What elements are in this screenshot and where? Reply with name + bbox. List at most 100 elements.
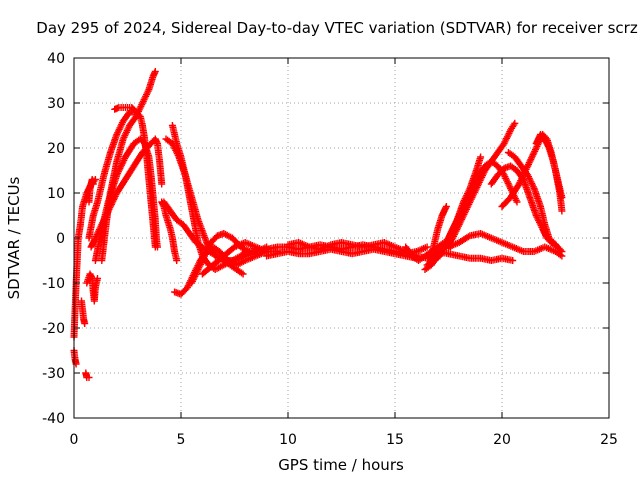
x-tick-label: 15 — [386, 432, 404, 448]
data-point-plus — [88, 176, 97, 186]
data-point-plus — [233, 266, 245, 277]
data-point-plus — [511, 153, 524, 168]
data-point-plus — [237, 243, 252, 255]
data-point-plus — [494, 166, 507, 179]
data-point-plus — [415, 253, 427, 264]
data-point-plus — [460, 186, 473, 206]
data-point-plus — [220, 244, 237, 260]
data-point-plus — [147, 137, 158, 147]
y-tick-label: -10 — [42, 276, 65, 292]
data-point-plus — [186, 230, 199, 245]
data-point-plus — [175, 153, 189, 177]
data-point-plus — [179, 221, 192, 236]
data-point-plus — [194, 216, 210, 245]
data-point-plus — [547, 239, 558, 248]
data-point-plus — [543, 234, 554, 245]
y-tick-label: 10 — [47, 186, 65, 202]
data-point-plus — [85, 213, 97, 242]
data-point-plus — [500, 171, 514, 191]
data-point-plus — [494, 141, 507, 156]
data-point-plus — [513, 198, 521, 206]
data-point-plus — [154, 243, 161, 251]
data-point-plus — [207, 233, 220, 246]
data-point-plus — [462, 195, 475, 215]
data-point-plus — [455, 209, 469, 228]
data-point-plus — [442, 203, 450, 210]
data-point-plus — [94, 275, 101, 282]
data-point-plus — [119, 110, 133, 125]
x-axis-label: GPS time / hours — [278, 456, 404, 474]
data-point-plus — [124, 104, 134, 111]
data-point-plus — [151, 68, 159, 75]
data-point-plus — [149, 69, 159, 80]
data-point-plus — [156, 158, 166, 186]
data-point-plus — [558, 248, 566, 255]
data-point-plus — [104, 173, 120, 206]
data-point-plus — [241, 253, 258, 264]
data-point-plus — [507, 121, 518, 134]
data-point-plus — [151, 216, 160, 240]
data-point-plus — [425, 245, 437, 269]
data-point-plus — [121, 164, 137, 183]
data-point-plus — [209, 253, 226, 269]
data-point-plus — [94, 173, 107, 206]
data-point-plus — [177, 285, 190, 298]
axis-ticks — [73, 57, 610, 419]
chart-title: Day 295 of 2024, Sidereal Day-to-day VTE… — [36, 19, 638, 37]
data-point-plus — [194, 254, 208, 273]
data-point-plus — [74, 222, 84, 242]
data-point-plus — [552, 241, 559, 249]
data-point-plus — [121, 141, 137, 161]
data-point-plus — [554, 176, 565, 200]
data-point-plus — [173, 216, 185, 227]
data-point-plus — [188, 194, 202, 222]
data-point-plus — [130, 106, 138, 114]
data-point-plus — [100, 150, 114, 179]
data-point-plus — [500, 128, 514, 147]
data-point-plus — [81, 320, 89, 327]
data-point-plus — [111, 104, 121, 113]
data-point-plus — [128, 104, 137, 113]
data-point-plus — [532, 212, 546, 231]
data-point-plus — [160, 198, 173, 213]
y-tick-labels: -40 -30 -20 -10 0 10 20 30 40 — [42, 51, 65, 427]
data-point-plus — [233, 257, 247, 269]
data-point-plus — [239, 270, 247, 278]
data-point-plus — [524, 146, 539, 170]
data-point-plus — [507, 182, 522, 201]
data-point-plus — [220, 230, 235, 241]
x-tick-label: 0 — [70, 432, 79, 448]
data-point-plus — [558, 194, 566, 201]
data-point-plus — [89, 180, 97, 188]
data-point-plus — [201, 240, 214, 260]
data-point-plus — [181, 171, 195, 200]
data-point-plus — [515, 164, 531, 188]
data-point-plus — [524, 171, 537, 191]
data-point-plus — [162, 135, 175, 146]
x-tick-label: 25 — [600, 432, 618, 448]
data-point-plus — [192, 239, 205, 250]
y-tick-label: 20 — [47, 141, 65, 157]
data-point-plus — [113, 119, 126, 138]
data-point-plus — [85, 374, 93, 381]
data-point-plus — [440, 231, 454, 251]
data-point-plus — [487, 158, 500, 169]
data-point-plus — [188, 267, 201, 287]
data-point-plus — [113, 137, 127, 165]
y-tick-label: -40 — [42, 411, 65, 427]
data-point-plus — [168, 234, 178, 254]
data-point-plus — [168, 140, 182, 159]
data-point-plus — [145, 153, 155, 177]
data-point-plus — [126, 114, 139, 129]
data-point-plus — [449, 222, 462, 242]
y-tick-label: 30 — [47, 96, 65, 112]
data-point-plus — [430, 227, 441, 251]
data-point-plus — [136, 135, 147, 146]
data-point-plus — [552, 248, 564, 259]
data-point-plus — [402, 243, 415, 258]
data-point-plus — [455, 233, 472, 246]
data-point-plus — [166, 207, 180, 222]
data-point-plus — [115, 104, 125, 111]
data-point-plus — [423, 243, 431, 251]
y-tick-label: 0 — [56, 231, 65, 247]
